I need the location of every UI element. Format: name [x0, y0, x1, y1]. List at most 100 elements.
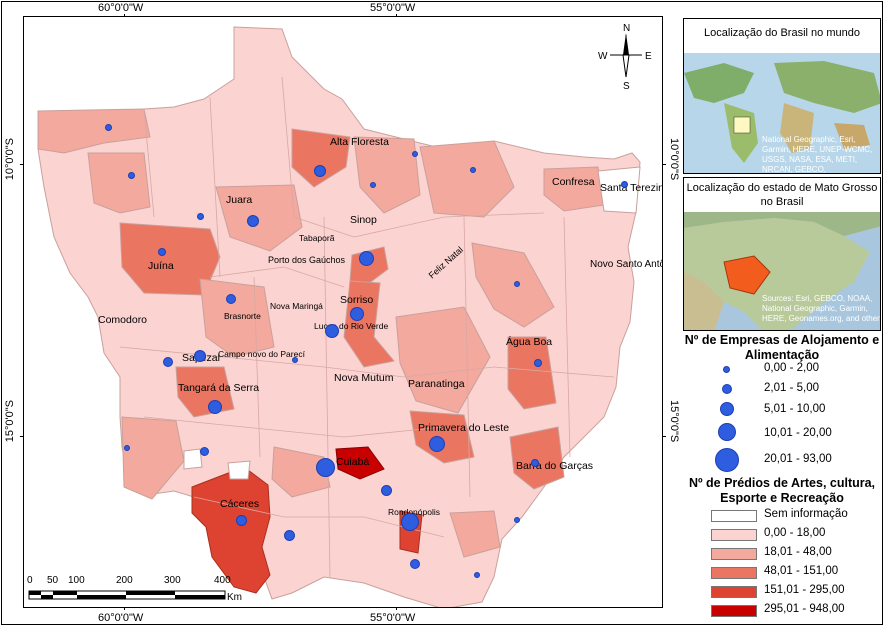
coord-top-right: 55°0'0"W: [370, 2, 416, 14]
coord-left-bottom: 15°0'0"S: [4, 400, 16, 443]
company-dot[interactable]: [292, 357, 298, 363]
inset-world: Localização do Brasil no mundo National …: [683, 18, 881, 174]
company-dot[interactable]: [412, 151, 418, 157]
scale-tick-300: 300: [164, 575, 181, 586]
legend-dot-5: [715, 448, 739, 472]
company-dot[interactable]: [531, 459, 539, 467]
legend-companies-2: 2,01 - 5,00: [764, 382, 819, 394]
company-dot[interactable]: [410, 559, 420, 569]
region-sorriso: [343, 280, 395, 368]
scale-tick-0: 0: [27, 575, 33, 586]
legend-dot-1: [723, 366, 730, 373]
label-primavera: Primavera do Leste: [418, 422, 509, 434]
legend-swatch-1: [711, 529, 757, 541]
company-dot[interactable]: [381, 485, 392, 496]
main-map[interactable]: Alta Floresta Confresa Santa Terezinha J…: [23, 16, 663, 608]
legend-buildings-3: 48,01 - 151,00: [764, 565, 839, 577]
company-dot[interactable]: [197, 213, 204, 220]
legend-companies-title: Nº de Empresas de Alojamento e Alimentaç…: [684, 333, 880, 362]
company-dot[interactable]: [163, 357, 173, 367]
legend-companies-5: 20,01 - 93,00: [764, 453, 832, 465]
company-dot[interactable]: [514, 281, 520, 287]
tick: [124, 606, 125, 610]
brazil-map-graphic: [684, 212, 880, 330]
label-tangara: Tangará da Serra: [178, 382, 259, 394]
company-dot[interactable]: [621, 181, 628, 188]
company-dot[interactable]: [470, 167, 476, 173]
company-dot[interactable]: [316, 458, 335, 477]
south-label: S: [623, 81, 630, 92]
legend-buildings-4: 151,01 - 295,00: [764, 584, 845, 596]
label-juara: Juara: [226, 194, 252, 206]
company-dot[interactable]: [124, 445, 130, 451]
label-agua-boa: Água Boa: [506, 335, 552, 348]
label-novo-santo-antonio: Novo Santo Antônio: [590, 259, 663, 270]
company-dot[interactable]: [429, 436, 445, 452]
tick: [20, 436, 24, 437]
company-dot[interactable]: [200, 447, 209, 456]
company-dot[interactable]: [226, 294, 236, 304]
legend-dot-3: [720, 402, 734, 416]
inset-world-title: Localização do Brasil no mundo: [704, 27, 860, 39]
label-juina: Juína: [148, 260, 174, 272]
west-label: W: [598, 51, 608, 62]
region-east-center: [471, 242, 555, 328]
label-alta-floresta: Alta Floresta: [330, 136, 389, 148]
label-brasnorte: Brasnorte: [224, 311, 261, 321]
coord-bottom-left: 60°0'0"W: [98, 612, 144, 624]
tick: [662, 436, 666, 437]
company-dot[interactable]: [247, 215, 259, 227]
company-dot[interactable]: [401, 513, 419, 531]
inset-brazil-header: [684, 178, 880, 212]
inset-world-header: [684, 19, 880, 53]
label-lucas-do-rio-verde: Lucas do Rio Verde: [314, 321, 388, 331]
company-dot[interactable]: [194, 350, 206, 362]
region-alta-floresta: [291, 128, 351, 188]
region-white-2: [227, 460, 251, 480]
legend-buildings-title: Nº de Prédios de Artes, cultura, Esporte…: [688, 476, 876, 505]
label-sorriso: Sorriso: [340, 294, 373, 306]
region-south-center: [271, 446, 331, 498]
company-dot[interactable]: [325, 324, 339, 338]
company-dot[interactable]: [370, 182, 376, 188]
legend-companies-1: 0,00 - 2,00: [764, 362, 819, 374]
region-caceres: [191, 466, 271, 594]
company-dot[interactable]: [350, 307, 364, 321]
inset-brazil-credit: Sources: Esri, GEBCO, NOAA, National Geo…: [762, 294, 880, 323]
scale-tick-50: 50: [47, 575, 59, 586]
legend-buildings-0: Sem informação: [764, 508, 848, 520]
company-dot[interactable]: [158, 248, 166, 256]
legend-companies-3: 5,01 - 10,00: [764, 403, 826, 415]
north-label: N: [623, 23, 630, 34]
tick: [662, 164, 666, 165]
coord-right-bottom: 15°0'0"S: [668, 400, 680, 443]
east-label: E: [645, 51, 652, 62]
company-dot[interactable]: [514, 517, 520, 523]
company-dot[interactable]: [359, 251, 374, 266]
company-dot[interactable]: [236, 515, 247, 526]
company-dot[interactable]: [105, 124, 112, 131]
label-rondonopolis: Rondonópolis: [388, 507, 440, 517]
company-dot[interactable]: [314, 165, 326, 177]
legend-dot-2: [722, 384, 732, 394]
scale-unit: Km: [227, 592, 242, 603]
legend-swatch-0: [711, 510, 757, 522]
region-cuiaba: [335, 446, 385, 480]
company-dot[interactable]: [128, 172, 135, 179]
company-dot[interactable]: [284, 530, 295, 541]
company-dot[interactable]: [474, 572, 480, 578]
label-paranatinga: Paranatinga: [408, 378, 465, 390]
region-south-east: [449, 510, 501, 558]
legend-swatch-5: [711, 605, 757, 617]
legend-swatch-2: [711, 548, 757, 560]
coord-right-top: 10°0'0"S: [668, 138, 680, 181]
coord-bottom-right: 55°0'0"W: [370, 612, 416, 624]
map-svg: Alta Floresta Confresa Santa Terezinha J…: [27, 23, 663, 607]
company-dot[interactable]: [208, 400, 222, 414]
company-dot[interactable]: [534, 359, 542, 367]
scale-tick-100: 100: [68, 575, 85, 586]
label-tabapora: Tabaporã: [299, 233, 335, 243]
label-campo-novo: Campo novo do Parecí: [218, 349, 306, 359]
legend-buildings-2: 18,01 - 48,00: [764, 546, 832, 558]
label-confresa: Confresa: [552, 176, 595, 188]
